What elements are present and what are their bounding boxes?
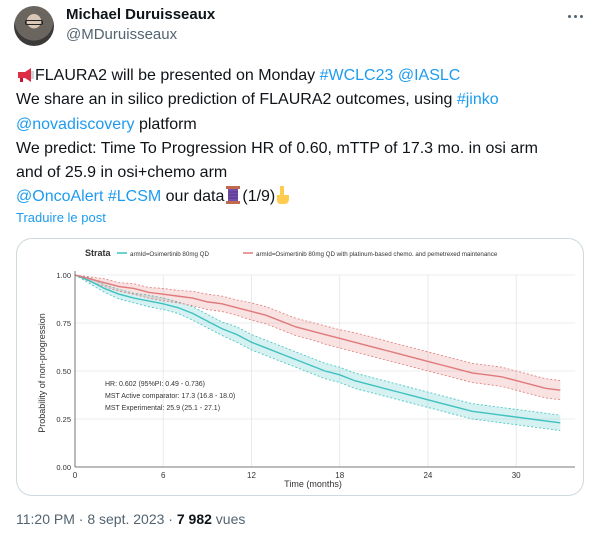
tweet-line-6: @OncoAlert #LCSM our data (1/9)	[16, 185, 586, 209]
chart-annotation: HR: 0.602 (95%PI: 0.49 - 0.736) MST Acti…	[105, 381, 235, 412]
tweet-line-5: and of 25.9 in osi+chemo arm	[16, 164, 228, 182]
upper-bound-1	[74, 274, 561, 416]
chart-axes	[74, 271, 575, 468]
hashtag-wclc23[interactable]: #WCLC23	[319, 67, 394, 84]
author-handle[interactable]: @MDuruisseaux	[66, 26, 178, 43]
y-tick-label: 0.25	[56, 415, 71, 424]
legend-label-2: armId=Osimertinib 80mg QD with platinum-…	[256, 251, 498, 258]
more-options-icon[interactable]	[562, 6, 588, 26]
tweet-text: FLAURA2 will be presented on Monday #WCL…	[16, 64, 586, 210]
confidence-band-1	[75, 275, 561, 431]
tweet-media-image[interactable]: Strata armId=Osimertinib 80mg QD armId=Os…	[16, 238, 584, 496]
mention-oncoalert[interactable]: @OncoAlert	[16, 188, 104, 206]
x-tick-label: 6	[161, 471, 166, 480]
author-display-name[interactable]: Michael Duruisseaux	[66, 6, 216, 23]
x-tick-label: 18	[335, 471, 344, 480]
x-tick-label: 24	[423, 471, 432, 480]
view-count: 7 982	[176, 511, 212, 527]
avatar[interactable]	[14, 6, 54, 46]
hashtag-jinko[interactable]: #jinko	[456, 91, 499, 109]
hr-annotation: HR: 0.602 (95%PI: 0.49 - 0.736)	[105, 381, 205, 388]
mention-iaslc[interactable]: @IASLC	[397, 67, 461, 84]
meta-separator: ·	[74, 511, 88, 527]
lower-bound-1	[74, 274, 561, 431]
upper-bound-2	[74, 274, 561, 381]
x-axis-label: Time (months)	[284, 479, 342, 489]
axis-ticks: 0 6 12 18 24 30 0.00 0.25 0.50 0.75 1.00	[56, 271, 521, 480]
mst-experimental-annotation: MST Experimental: 25.9 (25.1 - 27.1)	[105, 405, 220, 412]
tweet-text-segment: platform	[134, 115, 197, 133]
y-tick-label: 0.00	[56, 463, 71, 472]
y-tick-label: 0.50	[56, 367, 71, 376]
pointing-down-icon	[277, 186, 290, 205]
tweet-date[interactable]: 8 sept. 2023	[87, 511, 165, 527]
thread-counter: (1/9)	[242, 188, 276, 206]
y-tick-label: 0.75	[56, 319, 71, 328]
confidence-band-2	[75, 275, 561, 400]
views-label: vues	[211, 511, 246, 527]
tweet-line-3: @novadiscovery platform	[16, 113, 586, 137]
y-axis-label: Probability of non-progression	[37, 313, 47, 433]
meta-separator: ·	[164, 511, 177, 527]
megaphone-icon	[18, 68, 34, 82]
hashtag-lcsm[interactable]: #LCSM	[107, 188, 162, 206]
thread-spool-icon	[226, 186, 241, 205]
translate-post-link[interactable]: Traduire le post	[16, 210, 106, 225]
mst-active-annotation: MST Active comparator: 17.3 (16.8 - 18.0…	[105, 393, 235, 400]
series-line-1	[74, 274, 561, 424]
tweet-text-segment: We share an in silico prediction of FLAU…	[16, 91, 457, 109]
tweet-line-1: FLAURA2 will be presented on Monday #WCL…	[16, 64, 586, 88]
series-line-2	[74, 274, 561, 391]
chart-legend: Strata armId=Osimertinib 80mg QD armId=Os…	[85, 248, 498, 258]
x-tick-label: 12	[247, 471, 256, 480]
x-tick-label: 0	[73, 471, 78, 480]
tweet-meta: 11:20 PM · 8 sept. 2023 · 7 982 vues	[16, 511, 245, 527]
legend-title: Strata	[85, 248, 112, 258]
legend-label-1: armId=Osimertinib 80mg QD	[130, 251, 209, 258]
mention-novadiscovery[interactable]: @novadiscovery	[16, 115, 135, 133]
survival-curves	[74, 274, 561, 424]
lower-bound-2	[74, 274, 561, 401]
tweet-text-segment: our data	[161, 188, 225, 206]
confidence-bands	[74, 274, 561, 431]
tweet-text-segment: FLAURA2 will be presented on Monday	[35, 67, 320, 84]
tweet-line-2: We share an in silico prediction of FLAU…	[16, 88, 586, 112]
avatar-glasses	[25, 20, 43, 25]
y-tick-label: 1.00	[56, 271, 71, 280]
tweet-time[interactable]: 11:20 PM	[16, 511, 75, 527]
x-tick-label: 30	[512, 471, 521, 480]
tweet-line-4: We predict: Time To Progression HR of 0.…	[16, 139, 538, 157]
ttp-chart: Strata armId=Osimertinib 80mg QD armId=Os…	[37, 248, 575, 489]
